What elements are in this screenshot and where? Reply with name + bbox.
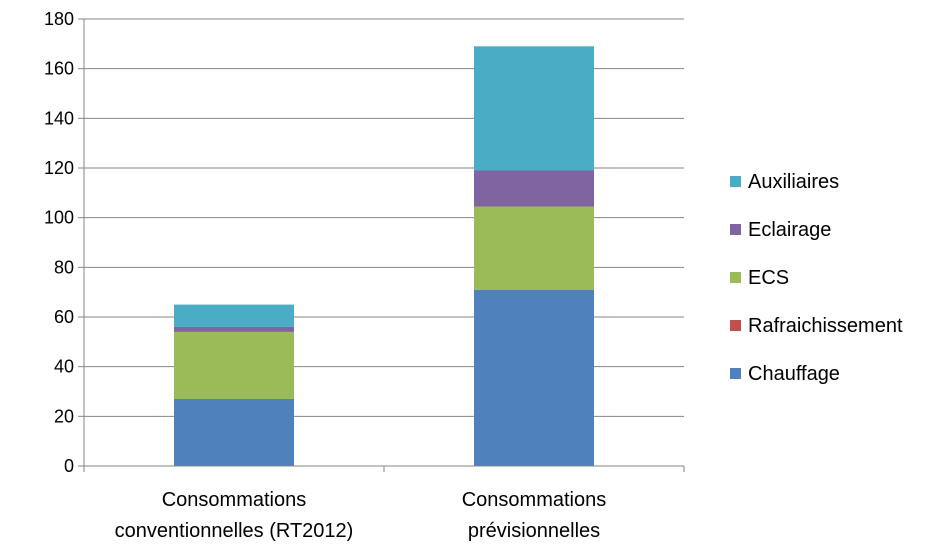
- y-tick-label: 140: [44, 108, 74, 128]
- x-category-label: Consommations: [462, 489, 607, 511]
- legend-swatch-eclairage: [730, 224, 741, 235]
- legend: Auxiliaires Eclairage ECS Rafraichissement C…: [730, 171, 903, 385]
- y-tick-label: 160: [44, 59, 74, 79]
- y-tick-label: 20: [54, 406, 74, 426]
- y-tick-label: 40: [54, 357, 74, 377]
- legend-label: Eclairage: [748, 219, 831, 241]
- legend-label: Chauffage: [748, 363, 840, 385]
- x-category-label: conventionnelles (RT2012): [115, 520, 354, 542]
- bar-segment-eclairage: [174, 326, 294, 332]
- bar-segment-auxiliaires: [474, 46, 594, 171]
- legend-label: ECS: [748, 267, 789, 289]
- bar-segment-eclairage: [474, 170, 594, 207]
- y-tick-label: 60: [54, 307, 74, 327]
- y-tick-label: 0: [64, 456, 74, 476]
- legend-swatch-rafraichissement: [730, 320, 741, 331]
- axes: [78, 18, 685, 472]
- bar-segment-auxiliaires: [174, 304, 294, 327]
- x-category-label: Consommations: [162, 489, 307, 511]
- y-axis-tick-labels: 0 20 40 60 80 100 120 140 160 180: [44, 9, 74, 476]
- legend-swatch-ecs: [730, 272, 741, 283]
- legend-label: Rafraichissement: [748, 315, 903, 337]
- bar-segment-chauffage: [474, 289, 594, 466]
- y-tick-label: 100: [44, 208, 74, 228]
- legend-swatch-chauffage: [730, 368, 741, 379]
- legend-label: Auxiliaires: [748, 171, 839, 193]
- y-tick-label: 180: [44, 9, 74, 29]
- bars: [174, 46, 594, 466]
- x-axis-category-labels: Consommations conventionnelles (RT2012) Co…: [115, 489, 607, 542]
- bar-segment-ecs: [174, 331, 294, 399]
- bar-segment-chauffage: [174, 398, 294, 466]
- y-tick-label: 120: [44, 158, 74, 178]
- y-tick-label: 80: [54, 257, 74, 277]
- x-category-label: prévisionnelles: [468, 520, 600, 542]
- bar-segment-ecs: [474, 206, 594, 290]
- legend-swatch-auxiliaires: [730, 176, 741, 187]
